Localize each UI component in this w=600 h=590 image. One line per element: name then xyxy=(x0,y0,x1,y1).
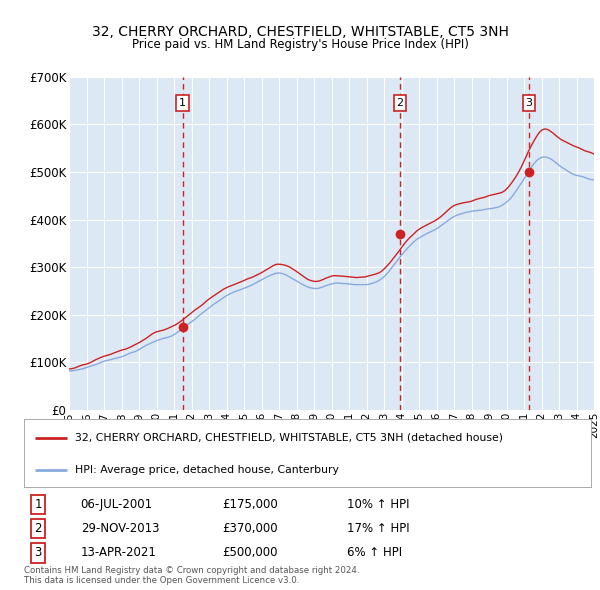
Text: 3: 3 xyxy=(34,546,42,559)
Text: This data is licensed under the Open Government Licence v3.0.: This data is licensed under the Open Gov… xyxy=(24,576,299,585)
Text: Price paid vs. HM Land Registry's House Price Index (HPI): Price paid vs. HM Land Registry's House … xyxy=(131,38,469,51)
Text: 32, CHERRY ORCHARD, CHESTFIELD, WHITSTABLE, CT5 3NH (detached house): 32, CHERRY ORCHARD, CHESTFIELD, WHITSTAB… xyxy=(75,433,503,443)
Text: 2: 2 xyxy=(397,98,404,108)
Text: 13-APR-2021: 13-APR-2021 xyxy=(80,546,157,559)
Text: Contains HM Land Registry data © Crown copyright and database right 2024.: Contains HM Land Registry data © Crown c… xyxy=(24,566,359,575)
Text: 6% ↑ HPI: 6% ↑ HPI xyxy=(347,546,403,559)
Text: 29-NOV-2013: 29-NOV-2013 xyxy=(80,522,159,535)
Text: 3: 3 xyxy=(526,98,532,108)
Text: 10% ↑ HPI: 10% ↑ HPI xyxy=(347,498,410,511)
Text: £175,000: £175,000 xyxy=(223,498,278,511)
Text: £500,000: £500,000 xyxy=(223,546,278,559)
Text: 32, CHERRY ORCHARD, CHESTFIELD, WHITSTABLE, CT5 3NH: 32, CHERRY ORCHARD, CHESTFIELD, WHITSTAB… xyxy=(92,25,508,39)
Text: 06-JUL-2001: 06-JUL-2001 xyxy=(80,498,153,511)
Text: 1: 1 xyxy=(179,98,186,108)
Text: HPI: Average price, detached house, Canterbury: HPI: Average price, detached house, Cant… xyxy=(75,465,339,475)
Text: 2: 2 xyxy=(34,522,42,535)
Text: £370,000: £370,000 xyxy=(223,522,278,535)
Text: 1: 1 xyxy=(34,498,42,511)
Text: 17% ↑ HPI: 17% ↑ HPI xyxy=(347,522,410,535)
